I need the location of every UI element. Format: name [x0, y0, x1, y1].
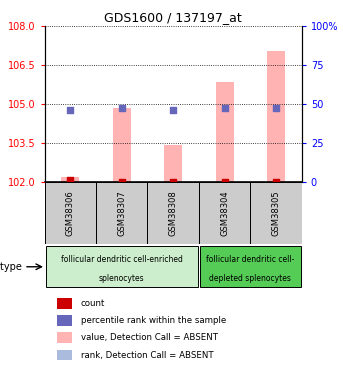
Text: splenocytes: splenocytes: [99, 274, 145, 283]
Bar: [96, 183, 147, 244]
Point: [170, 107, 176, 113]
Point: [273, 180, 279, 186]
Bar: [45, 183, 96, 244]
Point: [68, 107, 73, 113]
Bar: [58, 315, 72, 326]
Text: rank, Detection Call = ABSENT: rank, Detection Call = ABSENT: [81, 351, 213, 360]
Bar: [250, 183, 302, 244]
Point: [170, 180, 176, 186]
Point: [119, 105, 125, 111]
Text: count: count: [81, 299, 105, 308]
Bar: [267, 51, 285, 183]
Text: value, Detection Call = ABSENT: value, Detection Call = ABSENT: [81, 333, 217, 342]
Title: GDS1600 / 137197_at: GDS1600 / 137197_at: [104, 11, 242, 24]
Bar: [58, 350, 72, 360]
Point: [222, 180, 227, 186]
Bar: [216, 82, 234, 183]
Bar: [46, 246, 198, 287]
Text: GSM38304: GSM38304: [220, 190, 229, 236]
Bar: [200, 246, 300, 287]
Point: [273, 105, 279, 111]
Text: cell type: cell type: [0, 262, 22, 272]
Text: depleted splenocytes: depleted splenocytes: [210, 274, 291, 283]
Bar: [58, 298, 72, 309]
Bar: [113, 108, 131, 183]
Bar: [199, 183, 250, 244]
Text: percentile rank within the sample: percentile rank within the sample: [81, 316, 226, 325]
Point: [68, 177, 73, 183]
Text: follicular dendritic cell-enriched: follicular dendritic cell-enriched: [61, 255, 183, 264]
Bar: [61, 177, 79, 183]
Text: follicular dendritic cell-: follicular dendritic cell-: [206, 255, 295, 264]
Text: GSM38306: GSM38306: [66, 190, 75, 236]
Text: GSM38305: GSM38305: [272, 190, 281, 236]
Text: GSM38308: GSM38308: [169, 190, 178, 236]
Point: [222, 105, 227, 111]
Point: [119, 180, 125, 186]
Bar: [147, 183, 199, 244]
Bar: [58, 332, 72, 343]
Text: GSM38307: GSM38307: [117, 190, 126, 236]
Bar: [164, 145, 182, 183]
